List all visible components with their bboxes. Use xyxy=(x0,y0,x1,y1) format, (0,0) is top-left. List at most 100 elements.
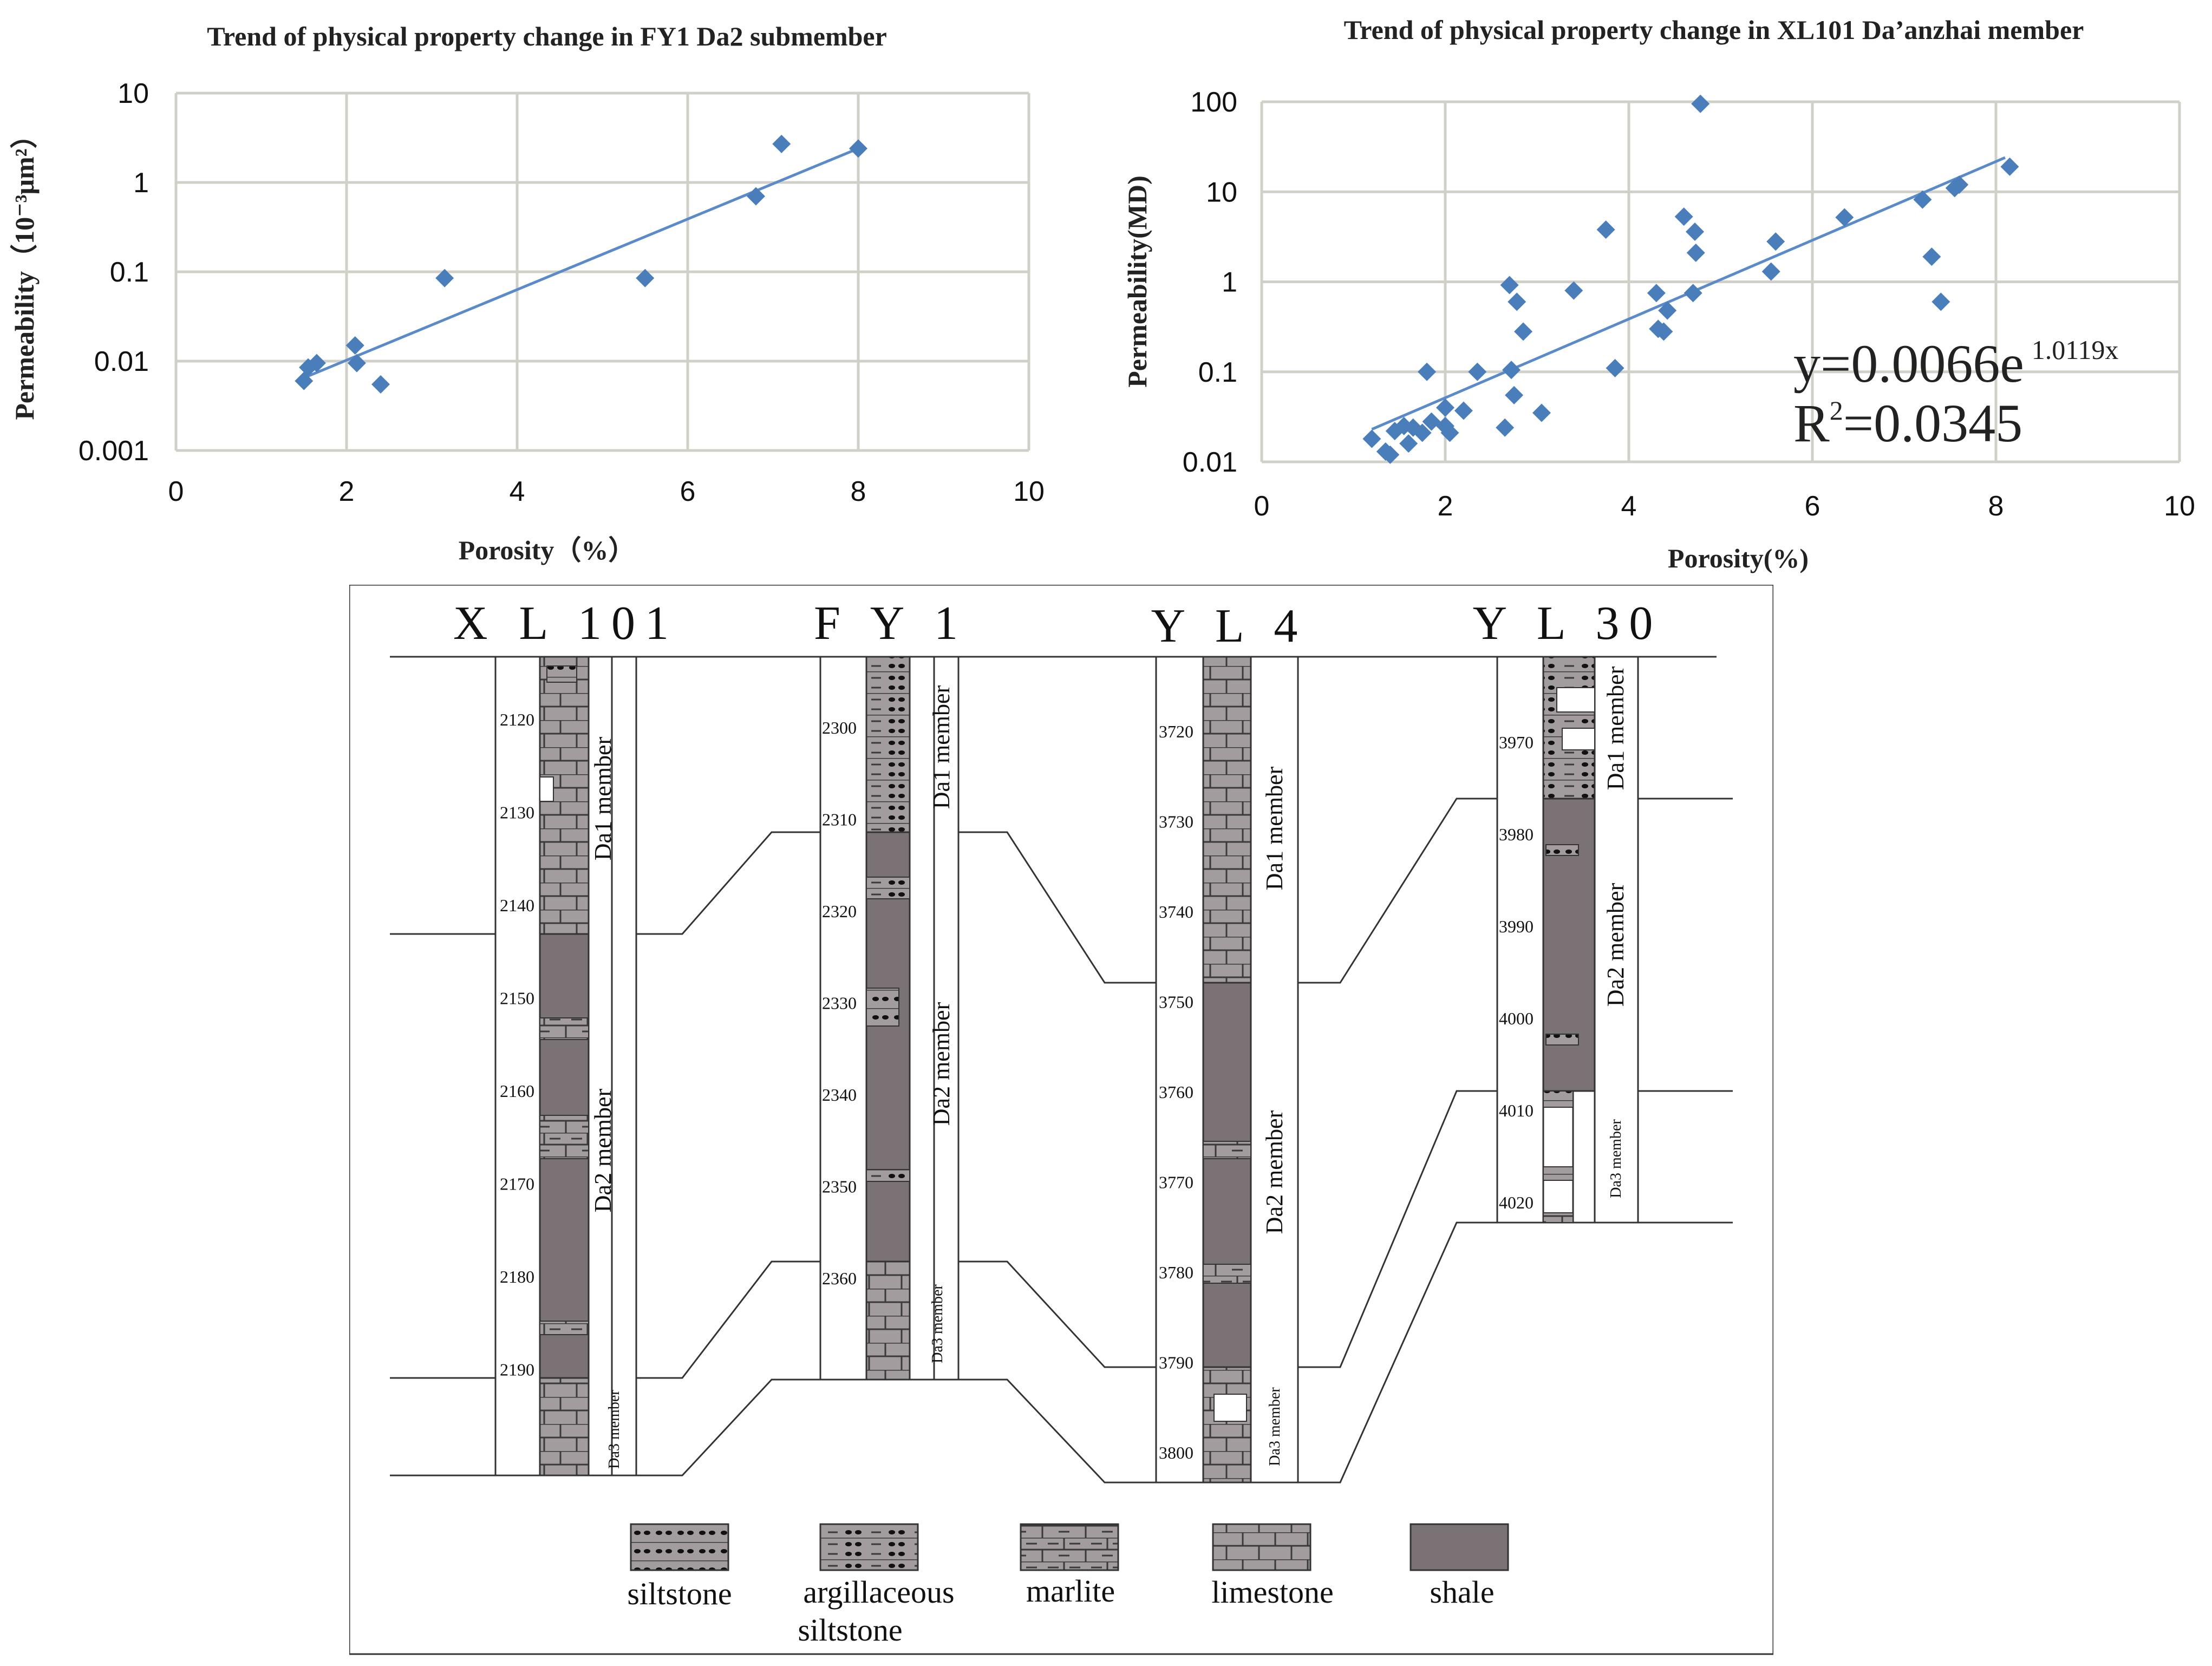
member-label: Da1 member xyxy=(928,685,955,809)
depth-label: 2360 xyxy=(822,1269,857,1288)
lithology-legend: siltstone argillaceous siltstone marlite… xyxy=(627,1523,1509,1648)
y-tick-label: 10 xyxy=(118,78,149,109)
data-point xyxy=(1684,284,1702,303)
lith-limestone xyxy=(539,1377,590,1476)
well-name: F Y 1 xyxy=(814,597,968,650)
chart2-x-label: Porosity(%) xyxy=(1668,543,1809,573)
chart2-y-ticks: 0.01 0.1 1 10 100 xyxy=(1183,87,1237,478)
depth-label: 4000 xyxy=(1499,1009,1534,1028)
data-point xyxy=(772,134,791,153)
chart1-grid xyxy=(174,92,1030,452)
depth-label: 3990 xyxy=(1499,917,1534,936)
member-label: Da1 member xyxy=(590,736,616,860)
y-tick-label: 1 xyxy=(133,167,149,199)
lith-marlite xyxy=(539,1017,589,1040)
member-label: Da3 member xyxy=(1608,1119,1624,1198)
data-point xyxy=(1399,434,1418,453)
depth-label: 4020 xyxy=(1499,1193,1534,1212)
legend-limestone: limestone xyxy=(1211,1523,1334,1610)
data-point xyxy=(1404,418,1423,437)
data-point xyxy=(1508,292,1526,311)
x-tick-label: 0 xyxy=(1254,491,1270,522)
well-name: X L 101 xyxy=(453,597,678,650)
data-point xyxy=(1381,445,1400,464)
y-tick-label: 10 xyxy=(1206,177,1237,208)
lith-limestone xyxy=(865,1260,911,1381)
depth-label: 3790 xyxy=(1159,1353,1193,1373)
data-point xyxy=(1436,398,1454,417)
lith-siltstone xyxy=(1542,1090,1574,1224)
lith-gap xyxy=(1213,1394,1247,1422)
data-point xyxy=(371,375,390,394)
data-point xyxy=(295,371,314,390)
depth-label: 2180 xyxy=(500,1267,534,1286)
x-tick-label: 2 xyxy=(1438,491,1453,522)
legend-argillaceous-siltstone: argillaceous siltstone xyxy=(798,1523,955,1648)
data-point xyxy=(1418,362,1437,381)
chart2-title: Trend of physical property change in XL1… xyxy=(1344,15,2084,45)
well-name: Y L 30 xyxy=(1473,597,1663,650)
depth-label: 3750 xyxy=(1159,992,1193,1012)
lith-shale xyxy=(1202,982,1252,1368)
depth-label: 2330 xyxy=(822,994,857,1013)
data-point xyxy=(1835,208,1854,227)
data-point xyxy=(1647,284,1666,303)
data-point xyxy=(1913,190,1932,209)
x-tick-label: 4 xyxy=(1621,491,1637,522)
chart-xl101-daanzhai: Trend of physical property change in XL1… xyxy=(1122,15,2195,573)
chart2-y-label: Permeability(MD) xyxy=(1122,175,1152,388)
y-tick-label: 0.01 xyxy=(94,346,149,377)
lith-siltstone xyxy=(1545,1034,1579,1046)
r2-value: =0.0345 xyxy=(1843,393,2022,453)
legend-label: siltstone xyxy=(627,1576,732,1611)
depth-label: 3780 xyxy=(1159,1263,1193,1282)
chart2-equation: y=0.0066e 1.0119x xyxy=(1793,334,2118,394)
data-point xyxy=(1532,403,1551,422)
data-point xyxy=(1454,401,1473,420)
lith-marlite xyxy=(1203,1264,1251,1284)
lith-argillaceous-siltstone xyxy=(865,656,911,833)
data-point xyxy=(1654,322,1673,341)
data-point xyxy=(1500,276,1519,295)
member-label: Da2 member xyxy=(590,1088,616,1212)
member-label: Da1 member xyxy=(1261,766,1288,890)
depth-label: 3800 xyxy=(1159,1443,1193,1462)
member-label: Da1 member xyxy=(1602,666,1629,790)
legend-label: marlite xyxy=(1026,1573,1115,1609)
chart1-points xyxy=(295,134,867,394)
data-point xyxy=(435,269,454,288)
data-point xyxy=(1596,220,1615,239)
legend-label: shale xyxy=(1430,1574,1494,1610)
depth-label: 2300 xyxy=(822,718,857,737)
lith-gap xyxy=(1562,728,1595,750)
data-point xyxy=(1950,175,1969,194)
x-tick-label: 6 xyxy=(680,476,696,507)
data-point xyxy=(2000,157,2019,176)
legend-siltstone: siltstone xyxy=(627,1523,732,1611)
x-tick-label: 10 xyxy=(1013,476,1045,507)
depth-label: 3730 xyxy=(1159,812,1193,832)
chart1-x-label: Porosity（%） xyxy=(459,535,636,565)
y-tick-label: 100 xyxy=(1190,87,1237,118)
data-point xyxy=(1413,423,1432,442)
legend-label: argillaceous xyxy=(803,1574,954,1610)
data-point xyxy=(1691,94,1710,113)
lith-marlite xyxy=(1203,1141,1251,1159)
lith-gap xyxy=(1556,687,1595,713)
chart1-y-ticks: 0.001 0.01 0.1 1 10 xyxy=(79,78,149,467)
data-point xyxy=(307,354,326,373)
depth-labels: 2120 2130 2140 2150 2160 2170 2180 2190 xyxy=(500,710,534,1380)
lith-siltstone xyxy=(866,988,899,1027)
lith-marlite xyxy=(1543,1212,1574,1223)
depth-label: 2120 xyxy=(500,710,534,729)
lith-marlite xyxy=(539,1115,589,1159)
well-correlation-section: X L 101 2120 2130 2140 2150 2160 2170 2180 2190… xyxy=(349,585,1773,1655)
y-tick-label: 0.001 xyxy=(79,435,149,467)
data-point xyxy=(1922,247,1941,266)
y-tick-label: 0.01 xyxy=(1183,447,1237,478)
depth-labels: 2300 2310 2320 2330 2340 2350 2360 xyxy=(822,718,857,1288)
data-point xyxy=(345,336,364,355)
data-point xyxy=(1686,223,1705,241)
member-label: Da3 member xyxy=(1267,1387,1283,1466)
depth-label: 2320 xyxy=(822,901,857,921)
